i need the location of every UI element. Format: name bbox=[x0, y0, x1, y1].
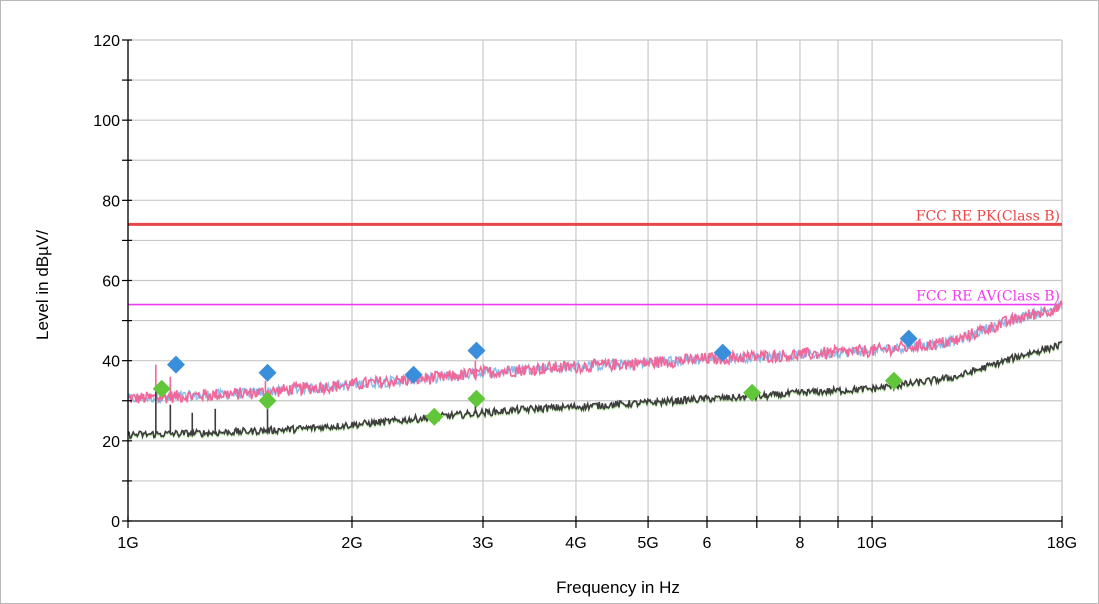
average-marker bbox=[258, 391, 277, 410]
average-marker bbox=[743, 383, 762, 402]
x-tick-label: 8 bbox=[796, 535, 805, 552]
peak-marker bbox=[404, 365, 423, 384]
series-trace-shadow bbox=[127, 300, 1063, 405]
y-tick-label: 80 bbox=[102, 193, 120, 210]
average-marker bbox=[884, 371, 903, 390]
peak-marker bbox=[713, 343, 732, 362]
average-marker bbox=[152, 379, 171, 398]
peak-marker bbox=[166, 355, 185, 374]
peak-marker bbox=[258, 363, 277, 382]
x-tick-label: 10G bbox=[857, 535, 887, 552]
x-tick-label: 2G bbox=[341, 535, 362, 552]
limit-line-label: FCC RE PK(Class B) bbox=[916, 208, 1060, 224]
y-tick-label: 60 bbox=[102, 274, 120, 291]
y-tick-label: 120 bbox=[93, 33, 120, 50]
limit-line-label: FCC RE AV(Class B) bbox=[916, 289, 1060, 305]
series-trace bbox=[127, 300, 1063, 404]
x-tick-label: 4G bbox=[565, 535, 586, 552]
x-tick-label: 5G bbox=[637, 535, 658, 552]
peak-marker bbox=[467, 341, 486, 360]
average-marker bbox=[425, 407, 444, 426]
x-tick-label: 18G bbox=[1047, 535, 1077, 552]
axes: 0 20 40 60 80 100 120 1G 2G 3G 4G 5G 6 8 10G 18G bbox=[93, 33, 1077, 552]
marker-points bbox=[152, 329, 918, 426]
y-axis-label: Level in dBµV/ bbox=[33, 230, 52, 340]
series-trace bbox=[127, 340, 1063, 440]
x-axis-label: Frequency in Hz bbox=[556, 578, 680, 597]
x-tick-label: 3G bbox=[472, 535, 493, 552]
x-tick-label: 1G bbox=[117, 535, 138, 552]
y-tick-label: 0 bbox=[111, 514, 120, 531]
x-tick-label: 6 bbox=[703, 535, 712, 552]
average-marker bbox=[467, 389, 486, 408]
peak-marker bbox=[899, 329, 918, 348]
limit-lines: FCC RE PK(Class B) FCC RE AV(Class B) bbox=[128, 208, 1062, 306]
y-tick-label: 20 bbox=[102, 434, 120, 451]
y-tick-label: 40 bbox=[102, 354, 120, 371]
grid-lines bbox=[127, 39, 1063, 522]
y-tick-label: 100 bbox=[93, 113, 120, 130]
